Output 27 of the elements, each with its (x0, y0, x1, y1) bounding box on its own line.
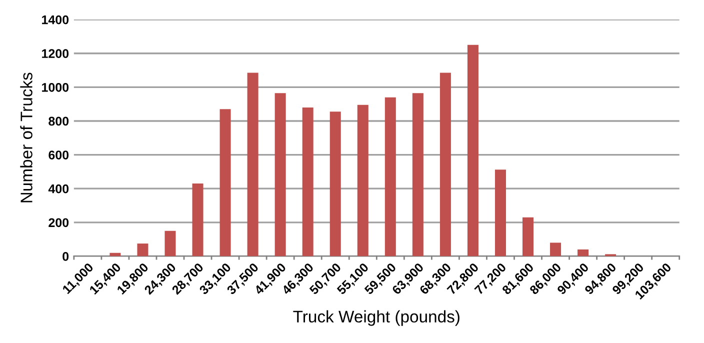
bar (467, 44, 478, 256)
y-tick-label: 200 (48, 218, 69, 228)
bar (522, 217, 534, 256)
y-tick-label: 1000 (42, 82, 69, 92)
bar (220, 109, 231, 256)
bar (164, 230, 176, 256)
bar (192, 184, 204, 256)
bar (357, 104, 368, 256)
bar (330, 112, 341, 256)
y-tick-label: 400 (48, 184, 69, 194)
y-tick-label: 1400 (42, 15, 69, 24)
bar (274, 93, 286, 256)
y-tick-label: 600 (48, 150, 69, 160)
x-axis-title: Truck Weight (pounds) (293, 310, 460, 326)
y-tick-label: 1200 (42, 49, 69, 58)
y-tick-label: 800 (48, 116, 69, 126)
bar (412, 93, 424, 256)
bar (247, 72, 258, 256)
bar (578, 249, 589, 256)
y-axis-title: Number of Trucks (20, 72, 32, 202)
bar (494, 170, 506, 256)
bar (137, 244, 148, 256)
bar (302, 107, 314, 256)
bar (550, 242, 562, 256)
bar (384, 97, 396, 256)
y-tick-label: 0 (62, 252, 69, 261)
bar (440, 72, 451, 256)
